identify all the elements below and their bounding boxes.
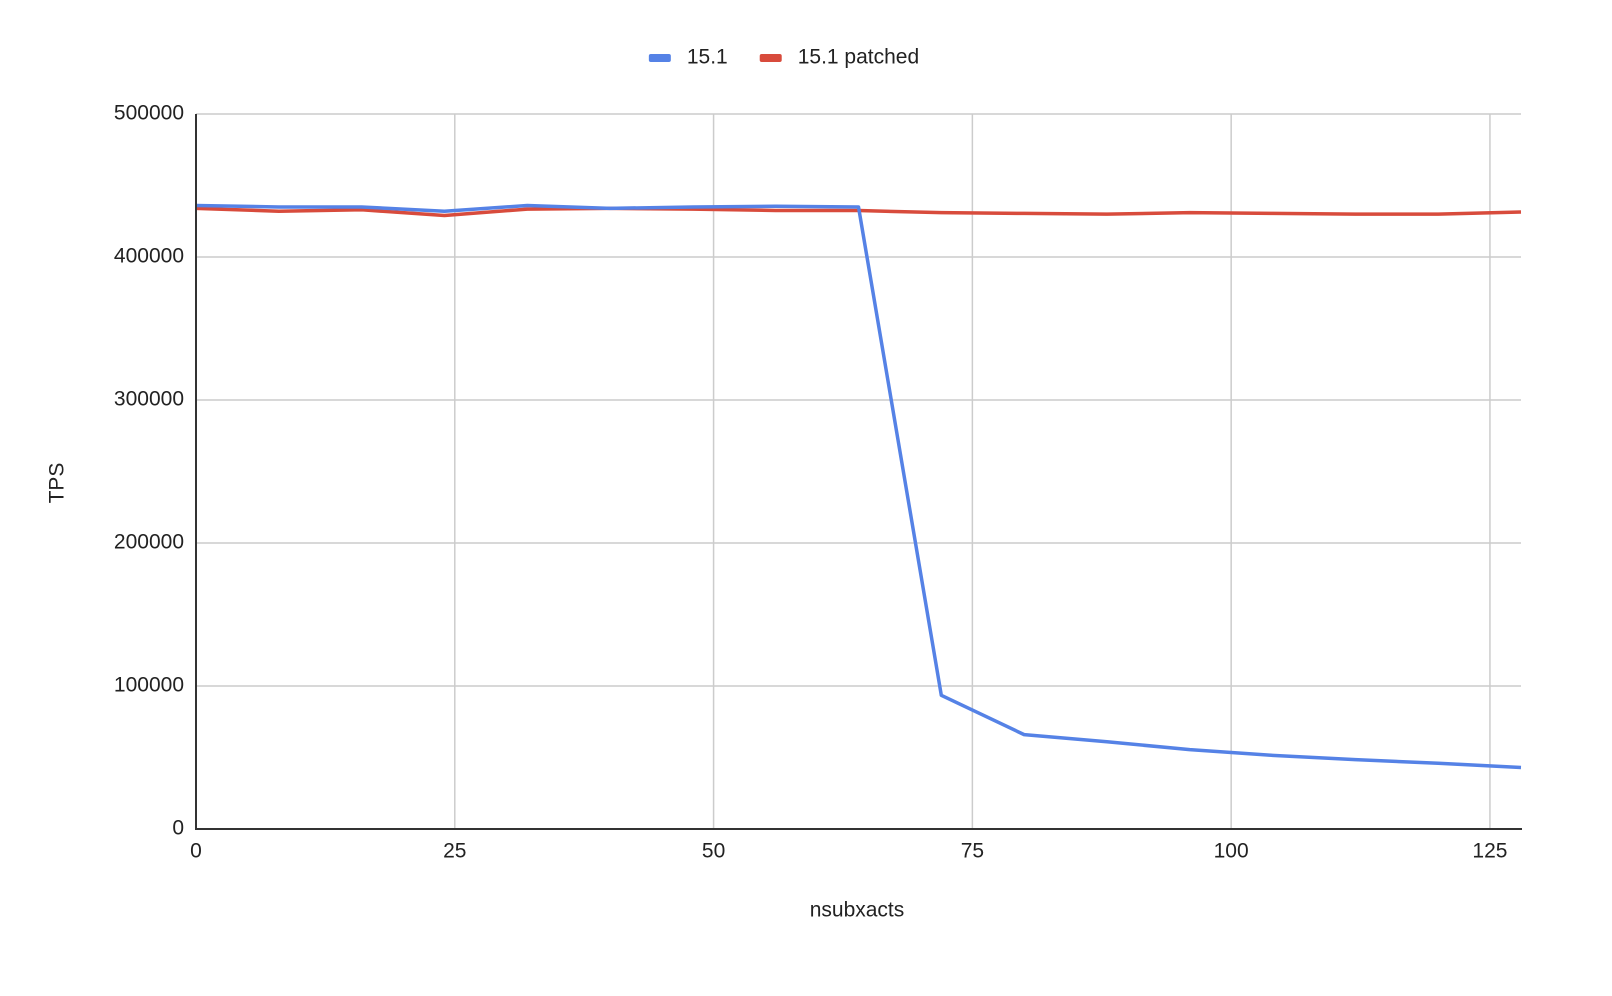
x-tick-label: 100 <box>1214 840 1249 863</box>
x-tick-label: 75 <box>961 840 984 863</box>
x-tick-label: 50 <box>702 840 725 863</box>
x-tick-label: 25 <box>443 840 466 863</box>
legend-label: 15.1 patched <box>798 46 919 69</box>
y-tick-label: 200000 <box>114 531 184 554</box>
legend-swatch <box>648 54 671 62</box>
legend-label: 15.1 <box>687 46 728 69</box>
x-axis-title: nsubxacts <box>810 899 905 922</box>
y-tick-label: 400000 <box>114 245 184 268</box>
grid <box>195 113 1521 830</box>
x-tick-label: 125 <box>1472 840 1507 863</box>
legend-swatch <box>759 54 782 62</box>
y-tick-label: 500000 <box>114 102 184 125</box>
y-tick-label: 0 <box>172 817 184 840</box>
y-tick-label: 100000 <box>114 674 184 697</box>
y-axis-title: TPS <box>46 463 69 504</box>
lines <box>195 203 1522 770</box>
y-tick-label: 300000 <box>114 388 184 411</box>
x-tick-label: 0 <box>190 840 202 863</box>
series-line <box>195 203 1522 770</box>
legend: 15.1 15.1 patched <box>648 46 919 69</box>
